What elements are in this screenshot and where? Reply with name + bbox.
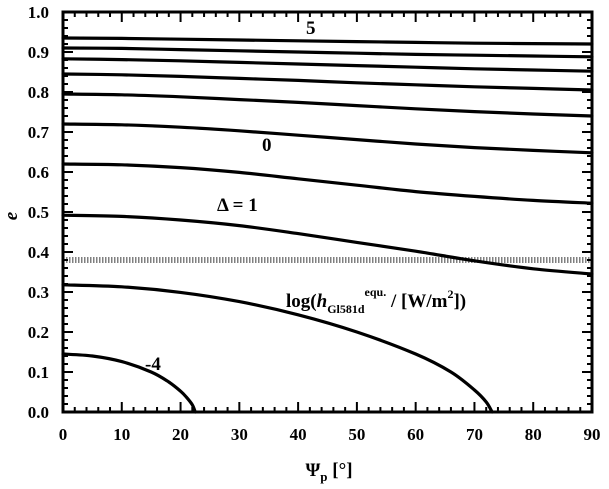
contour-title-units-sup: 2 [447,287,453,301]
x-axis-title: Ψp [°] [305,460,352,484]
contour-title-units: / [W/m [386,291,447,312]
contour-label-minus4: -4 [145,354,161,375]
contour-line-5 [61,92,594,118]
x-tick-label: 40 [290,425,307,444]
x-tick-label: 90 [584,425,601,444]
contour-line-3 [61,57,594,73]
contour-line-7 [61,162,594,205]
y-axis-title: e [1,211,22,220]
x-tick-label: 10 [113,425,130,444]
x-tick-label: 50 [348,425,365,444]
y-tick-label: 0.6 [28,163,49,182]
series-layer [61,36,594,414]
contour-title-prefix: log( [286,291,317,312]
y-tick-label: 0.3 [28,283,49,302]
contour-line-2 [61,46,594,59]
contour-title-sup: equ. [365,285,387,299]
contour-title-h: h [317,291,328,312]
y-tick-label: 0.5 [28,203,49,222]
y-tick-label: 0.9 [28,43,49,62]
contour-quantity-title: log(hGl581dequ. / [W/m2]) [286,285,466,316]
contour-line-9 [61,283,494,414]
y-tick-label: 1.0 [28,3,49,22]
x-tick-label: 80 [525,425,542,444]
x-tick-label: 60 [407,425,424,444]
y-tick-label: 0.7 [28,123,50,142]
y-tick-label: 0.8 [28,83,49,102]
x-tick-label: 30 [231,425,248,444]
contour-title-sub: Gl581d [327,302,365,316]
contour-label-delta: Δ = 1 [217,195,258,216]
x-tick-label: 0 [59,425,68,444]
plot-frame [61,10,594,414]
contour-line-8 [61,213,594,276]
tick-labels-layer: 0 10 20 30 40 50 60 70 80 900.00.10.20.30.40.50.6… [28,3,601,444]
contour-label-5: 5 [306,18,316,39]
x-tick-label: 70 [466,425,483,444]
contour-line-4 [61,72,594,92]
x-tick-label: 20 [172,425,189,444]
ticks-layer [62,11,593,413]
y-tick-label: 0.1 [28,363,49,382]
contour-line-1 [61,36,594,46]
y-tick-label: 0.0 [28,403,49,422]
contour-title-end: ]) [453,291,466,312]
y-tick-label: 0.4 [28,243,50,262]
contour-label-0: 0 [262,135,272,156]
y-tick-label: 0.2 [28,323,49,342]
contour-line-6 [61,122,594,155]
contour-line-10 [61,352,197,414]
